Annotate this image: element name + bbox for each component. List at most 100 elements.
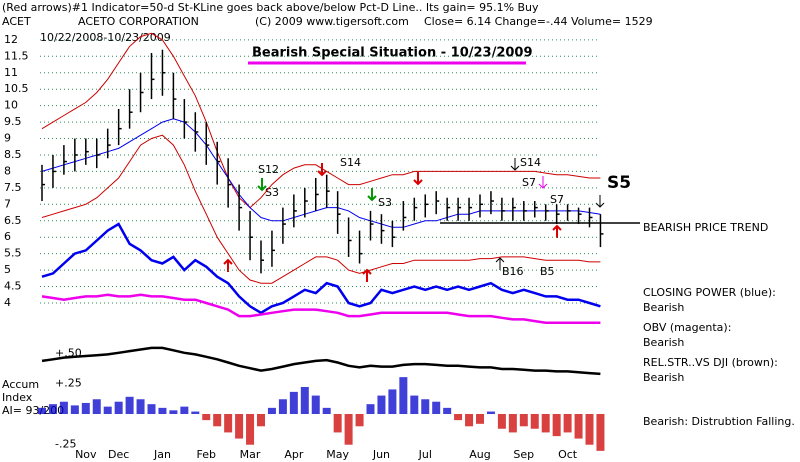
y-tick-label: 5	[4, 263, 11, 276]
accum-bar	[388, 389, 397, 414]
accum-bar	[202, 414, 211, 421]
y-tick-label: 8.5	[4, 148, 22, 161]
accum-bar	[574, 414, 583, 439]
x-tick-label: Jun	[372, 448, 390, 461]
x-tick-label: Jul	[418, 448, 432, 461]
accum-bar	[377, 395, 386, 414]
accum-bar	[530, 414, 539, 429]
header-line: (Red arrows)#1 Indicator=50-d St-KLine g…	[2, 1, 539, 14]
note: Bearish: Distrubtion Falling.	[643, 415, 795, 428]
accum-bar	[147, 404, 156, 414]
signal: S12	[258, 163, 279, 176]
accum-bar	[355, 414, 364, 427]
accum-bar	[585, 414, 594, 445]
y-tick-label: -.25	[55, 438, 76, 451]
x-tick-label: Jan	[153, 448, 171, 461]
accum-bar	[465, 414, 474, 427]
y-tick-label: 7	[4, 197, 11, 210]
accum-bar	[541, 414, 550, 433]
signal: S5	[607, 173, 631, 193]
y-tick-label: 8	[4, 164, 11, 177]
signal: B16	[502, 265, 524, 278]
note: Bearish	[643, 371, 684, 384]
y-tick-label: 6.5	[4, 214, 22, 227]
accum-bar	[366, 404, 375, 414]
signal: S14	[520, 156, 541, 169]
signal: S3	[378, 196, 392, 209]
accum-bar	[278, 399, 287, 414]
accum-bar	[399, 377, 408, 414]
y-tick-label: 10.5	[4, 82, 29, 95]
signal: S7	[550, 193, 564, 206]
accum-bar	[224, 414, 233, 433]
signal: S14	[340, 156, 361, 169]
x-tick-label: Apr	[284, 448, 304, 461]
date-range: 10/22/2008-10/23/2009	[40, 31, 171, 44]
note: REL.STR..VS DJI (brown):	[643, 356, 778, 369]
y-tick-label: 11.5	[4, 49, 29, 62]
y-tick-label: +.25	[55, 376, 82, 389]
copyright: (C) 2009 www.tigersoft.com	[255, 15, 409, 28]
accum-label: AI= 93/200	[2, 404, 64, 417]
accum-bar	[136, 399, 145, 414]
y-tick-label: 10	[4, 99, 18, 112]
accum-bar	[92, 399, 101, 414]
accum-bar	[552, 414, 561, 437]
accum-bar	[114, 401, 123, 414]
x-tick-label: May	[326, 448, 349, 461]
accum-bar	[322, 407, 331, 414]
x-tick-label: Oct	[558, 448, 578, 461]
accum-bar	[421, 399, 430, 414]
accum-bar	[344, 414, 353, 445]
accum-bar	[70, 405, 79, 414]
accum-bar	[235, 414, 244, 439]
accum-bar	[289, 391, 298, 414]
accum-bar	[169, 410, 178, 414]
note: BEARISH PRICE TREND	[643, 221, 768, 234]
accum-bar	[180, 406, 189, 414]
note: CLOSING POWER (blue):	[643, 286, 776, 299]
accum-bar	[497, 414, 506, 429]
indicator-line	[41, 134, 601, 284]
accum-bar	[476, 414, 484, 424]
x-tick-label: Mar	[240, 448, 261, 461]
y-tick-label: 9	[4, 132, 11, 145]
x-tick-label: Dec	[108, 448, 129, 461]
accum-bar	[103, 406, 112, 414]
indicator-line	[41, 346, 601, 376]
y-tick-label: 7.5	[4, 181, 22, 194]
y-tick-label: 11	[4, 66, 18, 79]
indicator-line	[41, 293, 601, 324]
accum-bar	[563, 414, 572, 433]
y-tick-label: 9.5	[4, 115, 22, 128]
accum-bar	[38, 407, 46, 414]
accum-bar	[443, 407, 452, 414]
y-tick-label: 6	[4, 230, 11, 243]
x-tick-label: Feb	[197, 448, 216, 461]
accum-label: Index	[2, 391, 33, 404]
accum-bar	[596, 414, 605, 451]
accum-bar	[311, 395, 320, 414]
accum-bar	[81, 402, 90, 414]
y-tick-label: 12	[4, 33, 18, 46]
note: Bearish	[643, 301, 684, 314]
accum-bar	[125, 396, 134, 414]
arrows	[223, 158, 605, 282]
y-tick-label: 4.5	[4, 280, 22, 293]
accum-bar	[213, 414, 222, 427]
indicator-line	[41, 32, 601, 209]
x-tick-label: Aug	[469, 448, 490, 461]
note: Bearish	[643, 336, 684, 349]
accum-bar	[257, 414, 265, 427]
accum-bar	[454, 414, 463, 421]
accum-bar	[59, 401, 68, 414]
accum-bar	[191, 411, 200, 414]
x-tick-label: Sep	[513, 448, 534, 461]
accum-bar	[508, 414, 517, 433]
indicator-line	[41, 118, 601, 228]
accum-label: Accum	[2, 378, 39, 391]
signal: S7	[522, 176, 536, 189]
accum-bar	[48, 404, 57, 414]
signal: B5	[540, 265, 555, 278]
